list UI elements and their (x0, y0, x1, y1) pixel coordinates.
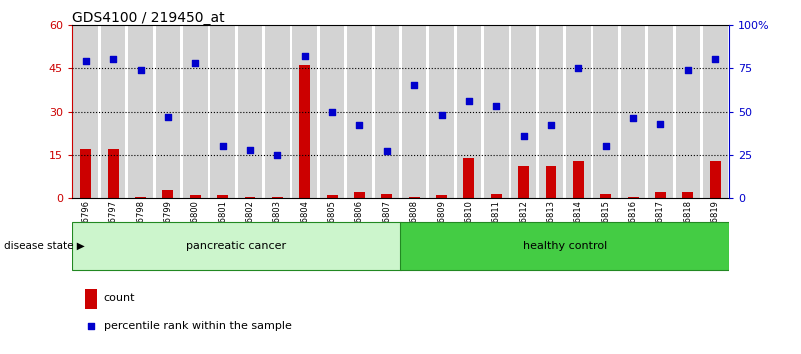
Point (79, 58, 92, 64)
Bar (211, 25, 235, 198)
Bar (85, 289, 97, 309)
Point (353, 122, 366, 128)
Text: GDS4100 / 219450_at: GDS4100 / 219450_at (72, 11, 225, 25)
Bar (573, 161, 584, 198)
Point (626, 116, 639, 121)
Bar (375, 25, 399, 198)
Bar (354, 193, 365, 198)
Bar (74, 25, 98, 198)
Bar (292, 25, 317, 198)
Point (435, 112, 448, 118)
Point (380, 149, 393, 154)
Bar (566, 25, 590, 198)
Bar (101, 25, 126, 198)
Bar (135, 197, 146, 198)
Bar (128, 25, 153, 198)
Bar (436, 195, 447, 198)
Bar (155, 25, 180, 198)
Point (244, 147, 256, 153)
Bar (675, 25, 700, 198)
Bar (320, 25, 344, 198)
Bar (183, 25, 207, 198)
Point (408, 82, 421, 88)
Text: percentile rank within the sample: percentile rank within the sample (103, 321, 292, 331)
Text: pancreatic cancer: pancreatic cancer (186, 241, 286, 251)
Bar (648, 25, 673, 198)
Bar (217, 195, 228, 198)
Text: healthy control: healthy control (522, 241, 607, 251)
Text: disease state ▶: disease state ▶ (4, 241, 85, 251)
Point (599, 143, 612, 149)
Bar (655, 193, 666, 198)
Bar (464, 158, 474, 198)
Bar (381, 194, 392, 198)
Bar (539, 25, 563, 198)
Bar (72, 222, 400, 270)
Bar (621, 25, 646, 198)
Bar (429, 25, 454, 198)
Point (682, 67, 694, 73)
Bar (457, 25, 481, 198)
Bar (190, 195, 201, 198)
Point (709, 57, 722, 62)
Point (572, 65, 585, 71)
Point (271, 152, 284, 158)
Point (545, 122, 557, 128)
Point (107, 57, 119, 62)
Point (517, 133, 530, 139)
Bar (491, 194, 501, 198)
Bar (682, 193, 694, 198)
Bar (545, 166, 557, 198)
Bar (327, 195, 337, 198)
Point (490, 103, 503, 109)
Bar (594, 25, 618, 198)
Point (216, 143, 229, 149)
Point (162, 114, 175, 120)
Bar (272, 197, 283, 198)
Bar (347, 25, 372, 198)
Point (134, 67, 147, 73)
Point (462, 98, 475, 104)
Bar (163, 190, 173, 198)
Bar (300, 65, 310, 198)
Bar (80, 149, 91, 198)
Bar (518, 166, 529, 198)
Bar (511, 25, 536, 198)
Bar (628, 197, 638, 198)
Bar (244, 197, 256, 198)
Bar (402, 25, 426, 198)
Bar (400, 222, 729, 270)
Point (189, 60, 202, 66)
Point (326, 109, 339, 114)
Point (298, 53, 311, 59)
Bar (409, 197, 420, 198)
Text: count: count (103, 293, 135, 303)
Bar (484, 25, 509, 198)
Bar (238, 25, 262, 198)
Bar (265, 25, 290, 198)
Point (85, 323, 98, 329)
Bar (107, 149, 119, 198)
Bar (600, 194, 611, 198)
Bar (710, 161, 721, 198)
Bar (703, 25, 727, 198)
Point (654, 121, 667, 126)
